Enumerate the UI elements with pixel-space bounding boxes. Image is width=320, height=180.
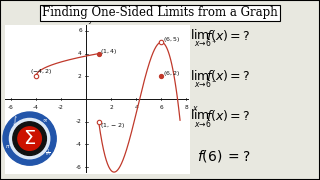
Text: -6: -6 [76, 165, 82, 170]
Text: -4: -4 [33, 105, 39, 110]
Text: $f(6)\;=?$: $f(6)\;=?$ [197, 148, 251, 164]
Text: -2: -2 [76, 119, 82, 124]
Text: $\pi$: $\pi$ [5, 143, 11, 150]
Circle shape [18, 127, 41, 150]
Text: 6: 6 [78, 28, 82, 33]
Text: $(6,5)$: $(6,5)$ [163, 35, 180, 44]
Text: -4: -4 [76, 142, 82, 147]
Text: y: y [88, 15, 93, 24]
Text: Finding One-Sided Limits from a Graph: Finding One-Sided Limits from a Graph [42, 6, 278, 19]
Text: $(6,2)$: $(6,2)$ [163, 69, 180, 78]
Text: $x\!\to\!6$: $x\!\to\!6$ [194, 118, 212, 129]
Text: $\Sigma$: $\Sigma$ [23, 129, 36, 148]
Circle shape [10, 118, 50, 159]
Text: $\int$: $\int$ [12, 114, 18, 127]
Text: $\frac{1}{m}$: $\frac{1}{m}$ [44, 148, 50, 159]
Text: $\lim$: $\lim$ [190, 69, 211, 83]
Text: $\infty$: $\infty$ [42, 118, 48, 124]
Text: $(1,4)$: $(1,4)$ [100, 47, 117, 56]
Text: 8: 8 [184, 105, 188, 110]
Text: $(-4,2)$: $(-4,2)$ [30, 67, 52, 76]
Text: -2: -2 [58, 105, 64, 110]
Text: 2: 2 [78, 74, 82, 79]
Text: $\lim$: $\lim$ [190, 108, 211, 122]
Text: -6: -6 [8, 105, 14, 110]
Circle shape [13, 122, 46, 155]
Text: 4: 4 [134, 105, 138, 110]
Circle shape [3, 112, 56, 165]
Text: 4: 4 [78, 51, 82, 56]
Text: $x\!\to\!6^-$: $x\!\to\!6^-$ [194, 78, 217, 89]
Text: $(1,-2)$: $(1,-2)$ [100, 121, 125, 130]
Text: 6: 6 [159, 105, 163, 110]
Text: $f(x)=?$: $f(x)=?$ [206, 108, 251, 123]
Text: 2: 2 [109, 105, 113, 110]
Text: $\lim$: $\lim$ [190, 28, 211, 42]
Text: $x\!\to\!6^+$: $x\!\to\!6^+$ [194, 37, 217, 49]
Text: $f(x)=?$: $f(x)=?$ [206, 28, 251, 43]
Text: x: x [192, 104, 196, 113]
Text: $f(x)=?$: $f(x)=?$ [206, 68, 251, 83]
